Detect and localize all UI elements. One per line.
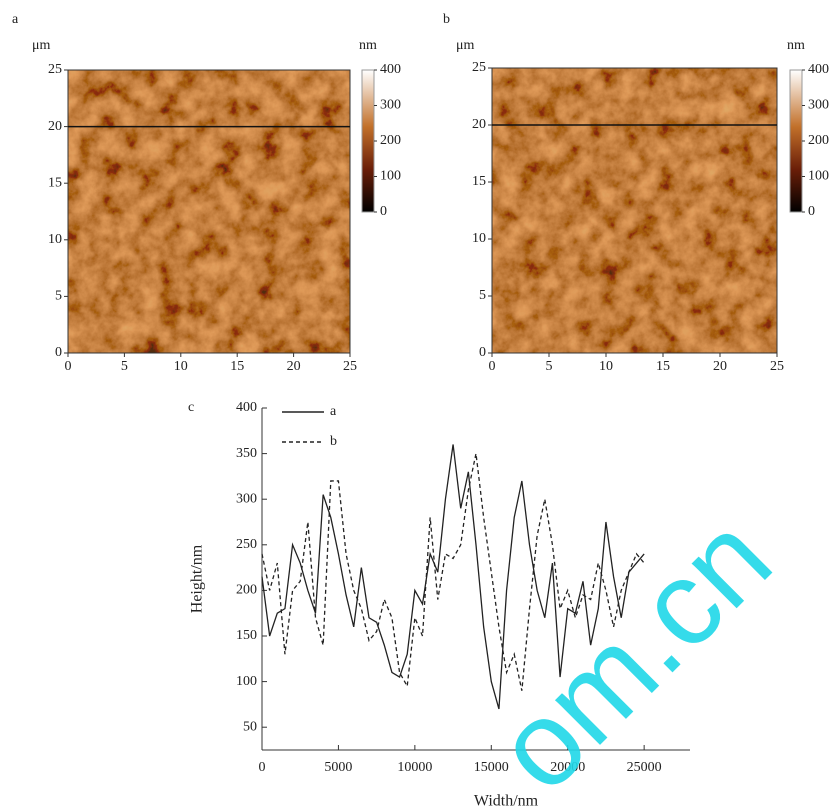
colorbar-tick-label: 400 xyxy=(808,62,829,77)
y-tick-label: 20 xyxy=(48,119,62,134)
y-tick-label: 150 xyxy=(236,628,257,643)
x-tick-label: 15 xyxy=(656,359,670,374)
x-tick-label: 5 xyxy=(546,359,553,374)
y-tick-label: 50 xyxy=(243,719,257,734)
x-tick-label: 10 xyxy=(599,359,613,374)
x-tick-label: 20000 xyxy=(550,760,585,775)
colorbar-unit: nm xyxy=(359,38,377,53)
colorbar-tick-label: 100 xyxy=(380,169,401,184)
colorbar xyxy=(361,69,375,213)
afm-tint xyxy=(68,70,350,353)
colorbar-tick-label: 0 xyxy=(380,204,387,219)
x-tick-label: 15000 xyxy=(474,760,509,775)
frame xyxy=(67,69,351,354)
y-tick-label: 300 xyxy=(236,491,257,506)
panel-label: c xyxy=(188,400,194,415)
y-tick-label: 0 xyxy=(479,345,486,360)
panel-label: b xyxy=(443,12,450,27)
x-tick-label: 25 xyxy=(343,359,357,374)
colorbar xyxy=(789,69,803,213)
y-unit: μm xyxy=(32,38,51,53)
colorbar-tick-label: 200 xyxy=(380,133,401,148)
y-unit: μm xyxy=(456,38,475,53)
y-tick-label: 10 xyxy=(472,231,486,246)
y-tick-label: 15 xyxy=(472,174,486,189)
panel-label: a xyxy=(12,12,19,27)
x-tick-label: 20 xyxy=(287,359,301,374)
colorbar-tick-label: 0 xyxy=(808,204,815,219)
x-axis-label: Width/nm xyxy=(474,793,539,810)
x-tick-label: 10 xyxy=(174,359,188,374)
y-axis-label: Height/nm xyxy=(189,544,206,613)
legend-label: b xyxy=(330,434,337,449)
x-tick-label: 0 xyxy=(259,760,266,775)
y-tick-label: 20 xyxy=(472,117,486,132)
series-line xyxy=(261,453,645,691)
y-tick-label: 25 xyxy=(48,62,62,77)
y-tick-label: 5 xyxy=(479,288,486,303)
frame xyxy=(491,67,778,354)
y-tick-label: 200 xyxy=(236,583,257,598)
y-tick-label: 100 xyxy=(236,674,257,689)
x-tick-label: 0 xyxy=(65,359,72,374)
afm-image xyxy=(68,70,350,353)
y-tick-label: 10 xyxy=(48,232,62,247)
colorbar-tick-label: 400 xyxy=(380,62,401,77)
legend-label: a xyxy=(330,404,337,419)
colorbar-tick-label: 300 xyxy=(380,98,401,113)
y-tick-label: 400 xyxy=(236,400,257,415)
x-tick-label: 5 xyxy=(121,359,128,374)
y-tick-label: 250 xyxy=(236,537,257,552)
x-tick-label: 25000 xyxy=(627,760,662,775)
x-tick-label: 10000 xyxy=(397,760,432,775)
colorbar-tick-label: 200 xyxy=(808,133,829,148)
y-tick-label: 15 xyxy=(48,175,62,190)
colorbar-unit: nm xyxy=(787,38,805,53)
y-tick-label: 0 xyxy=(55,345,62,360)
colorbar-tick-label: 300 xyxy=(808,98,829,113)
x-tick-label: 5000 xyxy=(324,760,352,775)
afm-tint xyxy=(492,68,777,353)
afm-image xyxy=(492,68,777,353)
colorbar-tick-label: 100 xyxy=(808,169,829,184)
x-tick-label: 15 xyxy=(230,359,244,374)
x-tick-label: 20 xyxy=(713,359,727,374)
y-tick-label: 25 xyxy=(472,60,486,75)
x-tick-label: 0 xyxy=(489,359,496,374)
y-tick-label: 350 xyxy=(236,446,257,461)
x-tick-label: 25 xyxy=(770,359,784,374)
y-tick-label: 5 xyxy=(55,289,62,304)
series-line xyxy=(261,444,645,710)
